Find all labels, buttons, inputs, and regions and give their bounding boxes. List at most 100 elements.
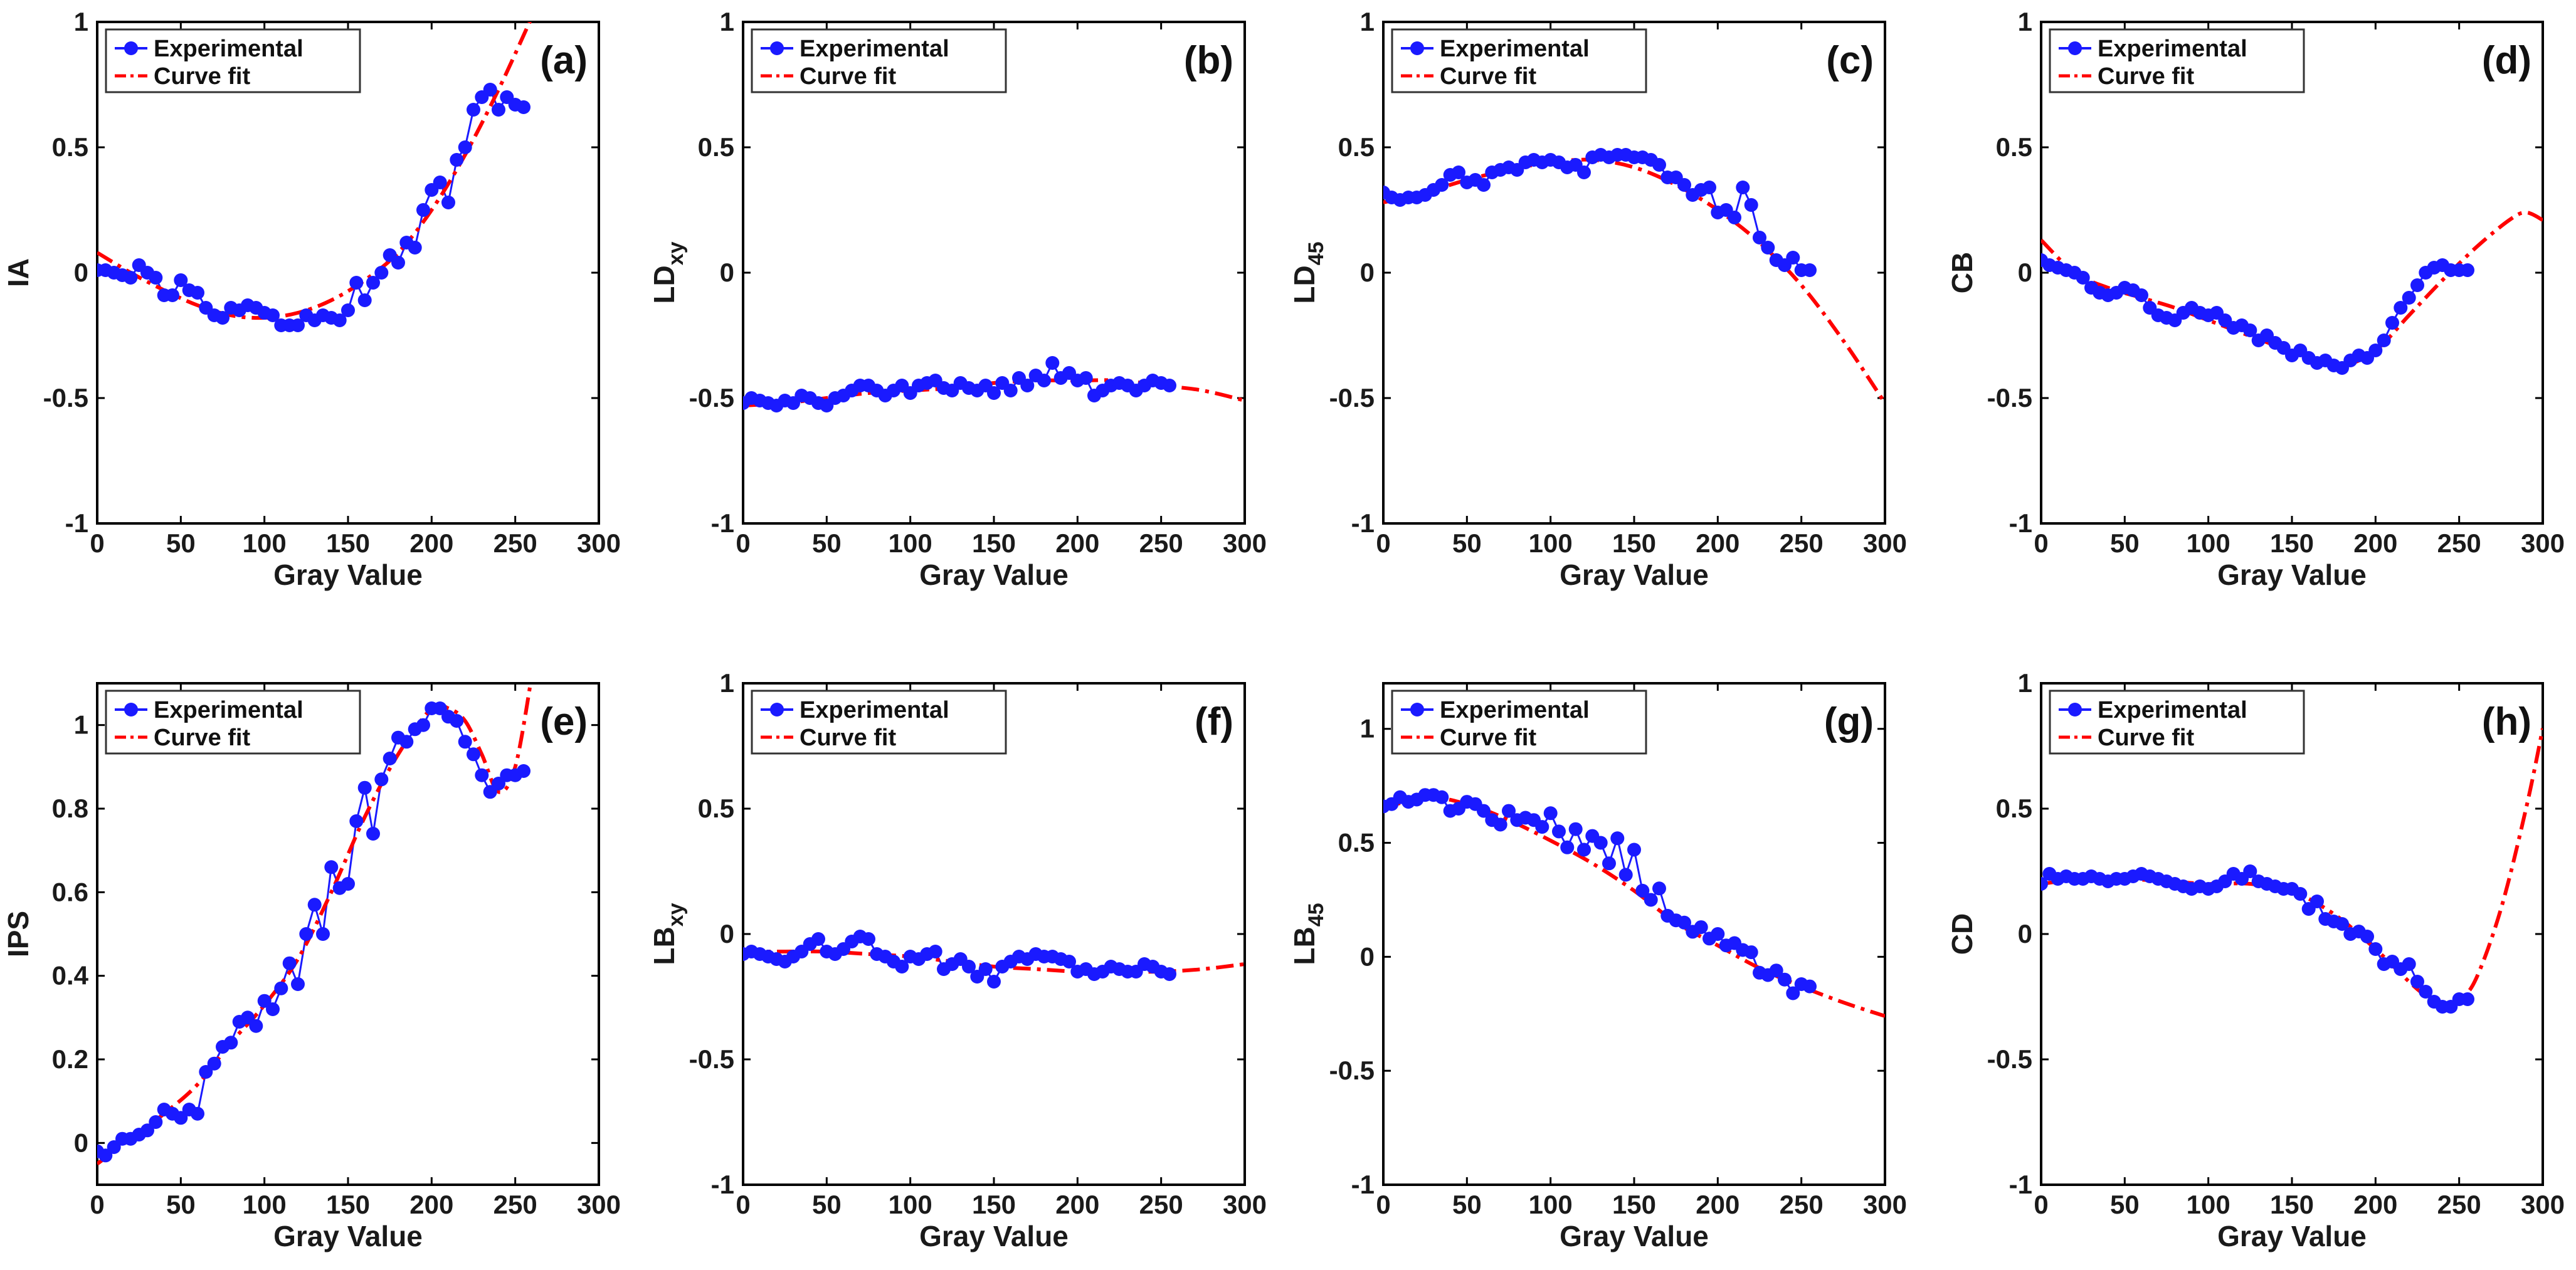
panel-tag: (h) [2482,700,2531,743]
y-tick-label: 0.2 [52,1044,88,1074]
legend-box [1391,690,1647,755]
experimental-point [2243,864,2257,878]
experimental-point [2310,895,2324,908]
legend-experimental-marker [124,41,138,55]
experimental-point [450,153,464,167]
y-axis-label-main: CB [1946,252,1978,293]
experimental-point [2293,887,2308,901]
experimental-point [1568,822,1583,836]
legend-box [1391,28,1647,93]
legend-experimental-marker [124,703,138,716]
y-tick-label: -0.5 [43,383,88,412]
legend-fit-label: Curve fit [154,725,250,751]
y-tick-label: 0.6 [52,877,88,906]
experimental-point [1435,178,1449,192]
experimental-point [1552,824,1566,839]
experimental-point [341,877,355,891]
y-tick-label: 0 [74,258,88,287]
y-tick-label: -0.5 [689,383,734,412]
legend-fit-label: Curve fit [1440,63,1536,90]
x-axis-label: Gray Value [273,1220,423,1252]
experimental-point [307,898,322,912]
panel-d: 0 50 100 150 200 250 300 -1 -0.5 0 0.5 1 Gray Value C… [1946,7,2565,591]
y-tick-label: 0 [1360,258,1375,287]
legend-experimental-label: Experimental [154,36,304,62]
experimental-series-line [2041,869,2468,1008]
plot-area [1383,148,1885,404]
x-tick-label: 300 [577,1190,621,1219]
experimental-point [2041,877,2048,891]
experimental-point [149,1115,163,1129]
plot-area [743,356,1245,412]
experimental-point [366,276,380,290]
panel-h: 0 50 100 150 200 250 300 -1 -0.5 0 0.5 1 Gray Value C… [1946,668,2565,1252]
legend-experimental-marker [2068,703,2082,716]
experimental-point [1062,955,1076,968]
x-tick-label: 200 [409,1190,453,1219]
experimental-point [450,714,464,728]
panel-b: 0 50 100 150 200 250 300 -1 -0.5 0 0.5 1 Gray Value L… [648,7,1267,591]
y-tick-label: 1 [720,7,734,36]
x-tick-label: 50 [2110,1190,2140,1219]
legend-experimental-label: Experimental [2098,36,2247,62]
experimental-point [483,785,497,799]
x-tick-label: 0 [736,1190,750,1219]
experimental-point [191,1106,204,1121]
legend-fit-label: Curve fit [2098,725,2194,751]
curve-fit-line [97,22,532,320]
x-tick-label: 100 [889,1190,932,1219]
y-axis-label: IA [2,258,34,287]
x-tick-label: 150 [1612,1190,1656,1219]
x-axis-label: Gray Value [273,559,423,591]
experimental-point [357,780,372,795]
y-tick-label: 0.4 [52,961,89,990]
x-tick-label: 150 [2270,528,2314,558]
y-tick-label: 1 [74,710,88,740]
x-tick-label: 200 [409,528,453,558]
experimental-point [987,975,1001,989]
x-tick-label: 50 [812,1190,842,1219]
experimental-point [1003,384,1018,397]
y-tick-label: 0.5 [1338,828,1375,858]
x-tick-label: 100 [243,1190,287,1219]
y-tick-label: 0 [720,258,734,287]
experimental-point [1535,820,1549,834]
curve-fit-line [2041,728,2543,1007]
panel-tag: (g) [1824,700,1874,743]
x-axis-label: Gray Value [2217,1220,2367,1252]
panel-tag: (d) [2482,39,2531,82]
experimental-point [1761,241,1775,255]
experimental-point [2402,291,2416,305]
experimental-point [928,945,942,958]
experimental-point [2419,985,2433,999]
experimental-point [224,1036,238,1050]
y-axis-label: IPS [2,911,34,957]
legend-experimental-marker [1410,41,1424,55]
experimental-point [467,747,480,762]
x-tick-label: 100 [243,528,287,558]
experimental-point [517,764,531,778]
experimental-point [962,960,976,973]
experimental-point [2394,301,2408,315]
x-tick-label: 300 [577,528,621,558]
experimental-point [416,203,430,217]
experimental-series-line [1383,794,1810,995]
legend-experimental-label: Experimental [2098,697,2247,723]
x-tick-label: 300 [1863,1190,1907,1219]
experimental-point [1753,231,1766,244]
plot-area [2041,210,2543,375]
experimental-point [1635,883,1650,898]
x-tick-label: 250 [2437,1190,2481,1219]
experimental-point [1602,856,1616,871]
x-tick-label: 300 [1863,528,1907,558]
panel-tag: (f) [1195,700,1233,743]
experimental-point [357,293,372,307]
experimental-point [166,288,179,302]
experimental-point [475,768,489,782]
x-tick-label: 50 [166,528,196,558]
